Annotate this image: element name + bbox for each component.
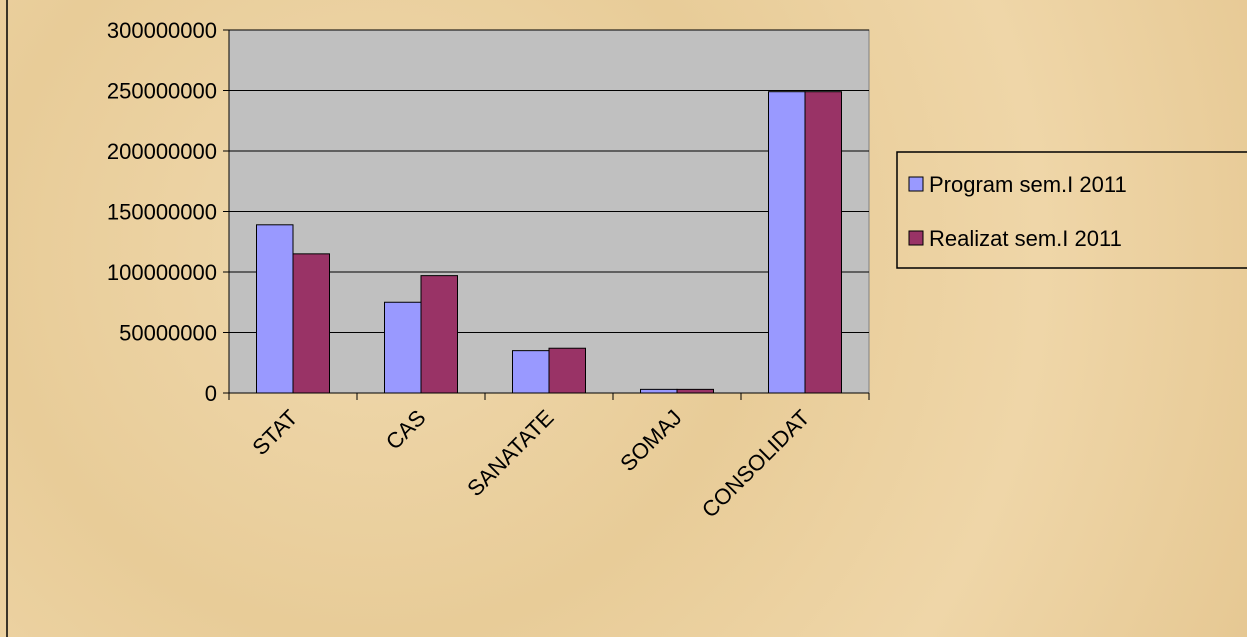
bar [548,347,586,394]
legend-label: Realizat sem.I 2011 [929,226,1122,251]
bar [292,253,330,394]
y-tick-label: 250000000 [107,79,217,104]
bar [768,91,806,394]
bar [420,275,458,394]
legend-box [896,151,1247,269]
legend-swatch [908,230,924,246]
x-tick-label: SOMAJ [615,405,686,476]
legend-swatch [908,176,924,192]
y-tick-label: 100000000 [107,260,217,285]
bar [676,388,714,394]
x-tick-label: STAT [247,405,302,460]
y-tick-label: 0 [205,381,217,406]
x-tick-label: CAS [381,405,431,455]
y-tick-label: 150000000 [107,200,217,225]
legend-label: Program sem.I 2011 [929,172,1127,197]
bar [804,91,842,394]
bar [384,301,422,394]
x-tick-label: SANATATE [462,405,558,501]
y-tick-label: 200000000 [107,139,217,164]
y-tick-label: 300000000 [107,18,217,43]
x-tick-label: CONSOLIDAT [697,405,815,523]
bar [512,350,550,394]
bar [256,224,294,394]
bar [640,388,678,394]
y-tick-label: 50000000 [119,321,217,346]
